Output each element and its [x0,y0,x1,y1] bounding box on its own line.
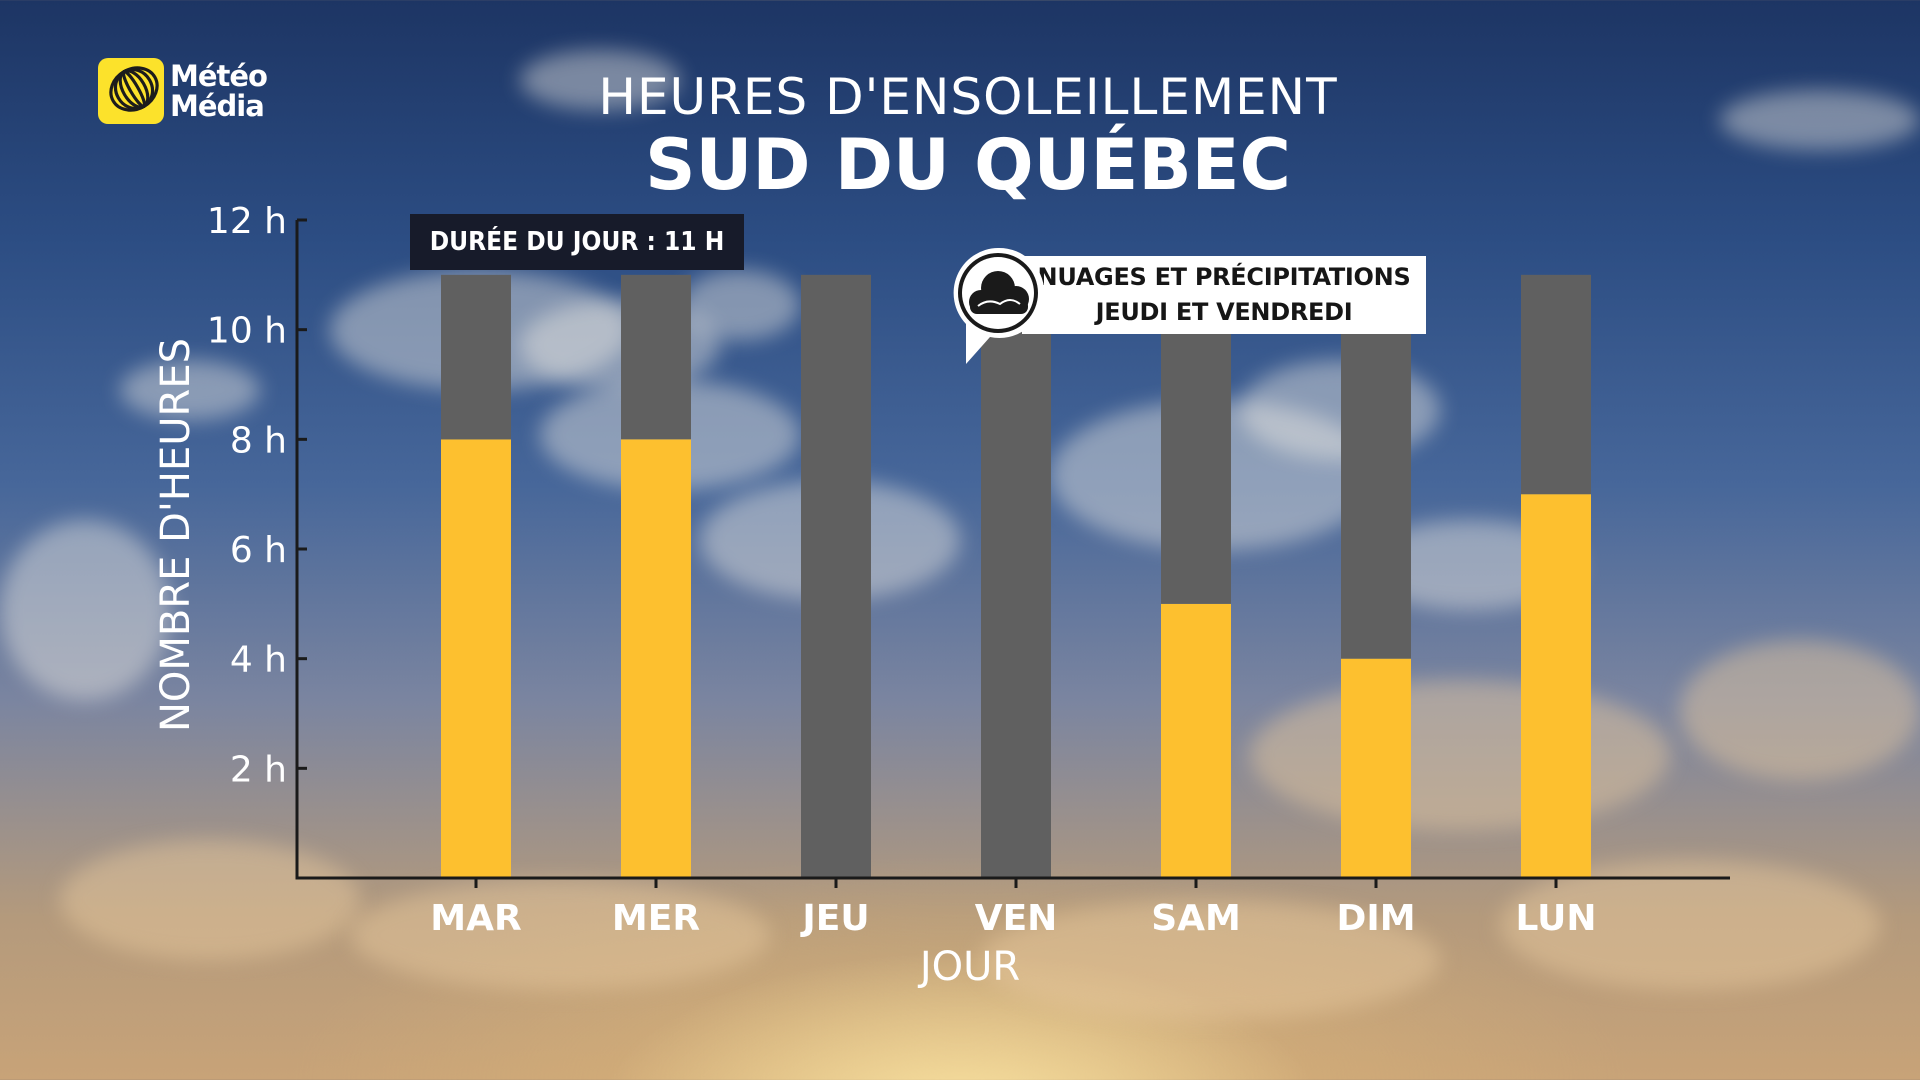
x-tick-label: SAM [1151,898,1241,939]
bar-remaining [801,274,871,878]
bar-remaining [1521,274,1591,495]
bar-remaining [981,274,1051,878]
x-tick-label: MER [612,898,700,939]
x-axis-title: JOUR [919,944,1021,990]
brand-name: Météo Média [170,59,268,123]
precipitation-callout: NUAGES ET PRÉCIPITATIONS JEUDI ET VENDRE… [1022,256,1426,334]
x-tick-label: MAR [430,898,521,939]
bar-remaining [621,274,691,440]
bar-sunshine [1521,494,1591,878]
y-tick-label: 10 h [207,311,287,352]
bar-sunshine [1341,658,1411,878]
x-tick-label: LUN [1515,898,1596,939]
meteomedia-logo: Météo Média [98,58,268,124]
bar-sunshine [1161,603,1231,878]
y-tick-label: 2 h [230,749,287,790]
brand-line-2: Média [170,89,265,123]
globe-icon [98,58,164,124]
chart-title: HEURES D'ENSOLEILLEMENT [598,68,1338,126]
x-tick-label: DIM [1336,898,1415,939]
y-tick-label: 8 h [230,420,287,461]
x-tick-label: VEN [975,898,1058,939]
y-tick-label: 6 h [230,530,287,571]
bar-sunshine [441,439,511,878]
bar-remaining [1341,274,1411,659]
y-tick-label: 12 h [207,201,287,242]
day-length-label: DURÉE DU JOUR : 11 H [410,214,744,270]
y-axis-title: NOMBRE D'HEURES [153,337,199,733]
callout-line-1: NUAGES ET PRÉCIPITATIONS [1037,263,1411,291]
chart-subtitle: SUD DU QUÉBEC [645,124,1291,206]
x-tick-label: JEU [799,898,869,939]
cloud-icon [948,244,1048,374]
callout-line-2: JEUDI ET VENDREDI [1095,298,1353,326]
bar-sunshine [621,439,691,878]
y-tick-label: 4 h [230,640,287,681]
brand-line-1: Météo [170,59,268,93]
bar-remaining [441,274,511,440]
